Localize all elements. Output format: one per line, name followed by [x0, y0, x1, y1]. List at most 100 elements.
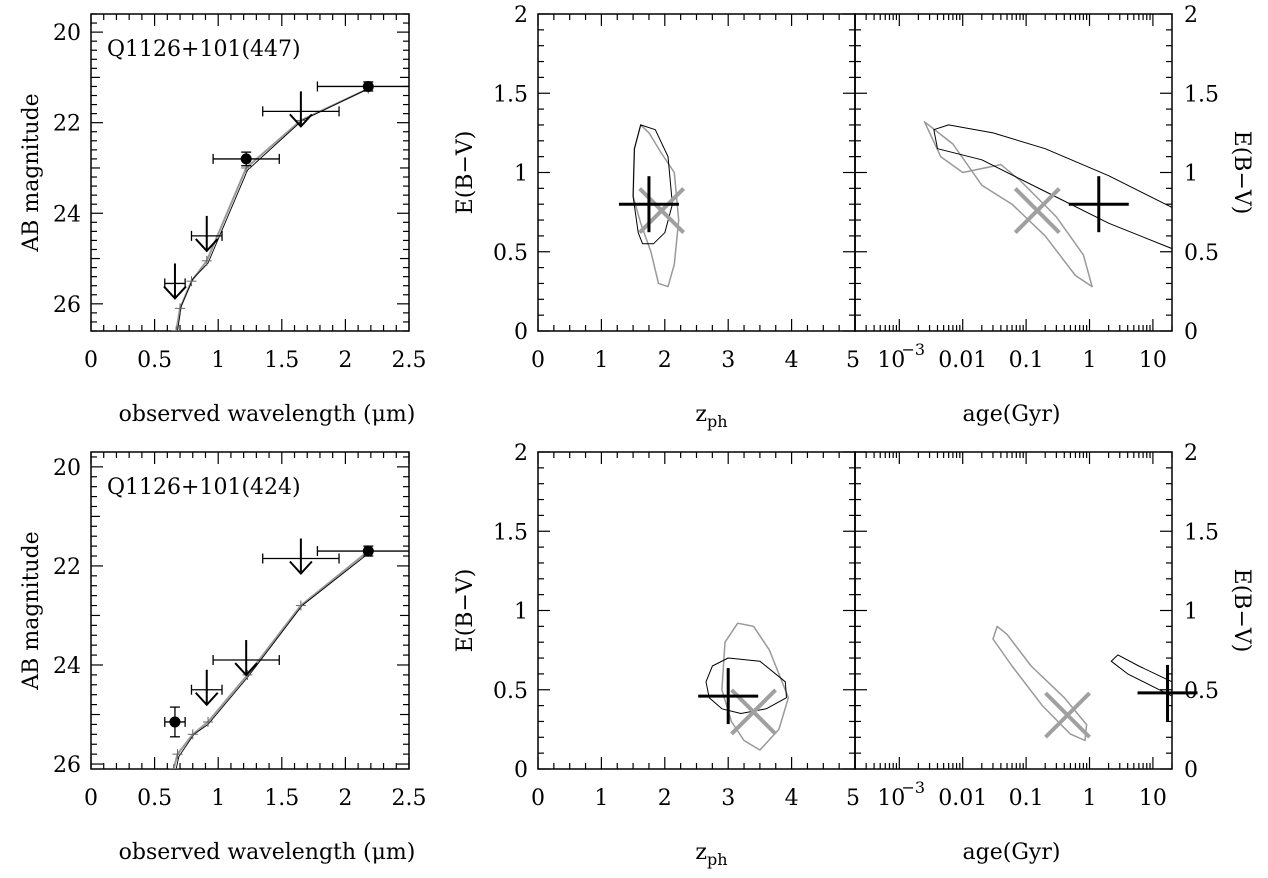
- plot-area: [705, 622, 790, 751]
- plot-area: [992, 625, 1172, 742]
- y-tick-label: 2: [514, 3, 528, 28]
- x-tick-label: 1.5: [264, 348, 299, 373]
- x-tick-label: 0.1: [1009, 348, 1044, 373]
- x-axis-label-subscript: ph: [707, 850, 728, 869]
- model-sed-black: [177, 88, 369, 331]
- y-tick-label: 0: [1184, 320, 1198, 345]
- plot-area: [164, 538, 409, 769]
- model-point: [171, 326, 182, 331]
- y-tick-label: 1: [514, 162, 528, 187]
- x-tick-label: 0: [531, 786, 545, 811]
- y-tick-label: 1.5: [493, 82, 528, 107]
- x-tick-label: 0.5: [137, 786, 172, 811]
- y-tick-label: 24: [53, 202, 81, 227]
- x-tick-exponent-text: −3: [902, 778, 926, 797]
- x-axis-label: zph: [695, 840, 727, 869]
- y-tick-label: 20: [53, 21, 81, 46]
- y-axis-label: AB magnitude: [19, 93, 44, 252]
- y-tick-label: 22: [53, 555, 81, 580]
- x-axis-label: observed wavelength (μm): [119, 402, 416, 427]
- upper-limit-arrow: [262, 538, 340, 575]
- upper-limit-arrow: [190, 215, 223, 253]
- model-point: [187, 729, 198, 740]
- y-tick-label: 0.5: [493, 241, 528, 266]
- x-axis-label: zph: [695, 402, 727, 431]
- y-tick-label: 1: [1184, 600, 1198, 625]
- x-tick-exponent: −3: [902, 340, 926, 359]
- x-tick-label: 10: [1139, 348, 1167, 373]
- y-tick-label: 1: [514, 600, 528, 625]
- detection-point: [316, 545, 409, 557]
- y-tick-label: 2: [1184, 441, 1198, 466]
- x-tick-label: 1: [211, 348, 225, 373]
- plot-frame: [854, 13, 1173, 332]
- best-fit-cross-black: [1068, 176, 1129, 233]
- y-tick-label: 26: [53, 293, 81, 318]
- ebv-z-bottom-panel: 0 1 2 3 4 5 zph 0 0.5 1 1.5 2 E(B−V): [453, 441, 860, 869]
- plot-frame: [537, 13, 856, 332]
- x-tick-label: 10: [1139, 786, 1167, 811]
- x-tick-label: 0: [84, 348, 98, 373]
- confidence-contour-black: [705, 657, 787, 714]
- ebv-z-top-panel: 0 1 2 3 4 5 zph 0 0.5 1 1.5 2 E(B−V): [453, 3, 860, 431]
- x-tick-label: 0.1: [1009, 786, 1044, 811]
- x-tick-label: 1: [594, 348, 608, 373]
- x-tick-label: 2.5: [392, 786, 427, 811]
- confidence-contour-black: [933, 124, 1172, 250]
- y-axis-label: AB magnitude: [19, 531, 44, 690]
- upper-limit-arrow: [190, 669, 223, 707]
- x-tick-label: 5: [846, 348, 860, 373]
- model-point: [172, 749, 183, 760]
- x-tick-label: 2: [658, 786, 672, 811]
- best-fit-cross-gray: [1013, 187, 1061, 234]
- plot-area: [632, 124, 686, 288]
- y-tick-label: 0.5: [1184, 679, 1219, 704]
- x-axis-label: observed wavelength (μm): [119, 840, 416, 865]
- y-axis-label: E(B−V): [1229, 131, 1254, 215]
- y-tick-label: 1: [1184, 162, 1198, 187]
- y-tick-label: 2: [514, 441, 528, 466]
- x-axis-label: age(Gyr): [963, 840, 1061, 865]
- best-fit-cross-gray: [638, 187, 686, 234]
- y-axis-label: E(B−V): [1229, 569, 1254, 653]
- y-axis-label: E(B−V): [453, 131, 478, 215]
- y-tick-label: 0: [1184, 758, 1198, 783]
- x-axis-label-subscript: ph: [707, 412, 728, 431]
- x-axis-label: age(Gyr): [963, 402, 1061, 427]
- x-tick-label: 10: [877, 786, 905, 811]
- confidence-contour-gray: [632, 124, 680, 288]
- x-tick-label: 2: [338, 348, 352, 373]
- x-tick-label: 1: [1083, 348, 1097, 373]
- y-tick-label: 0: [514, 320, 528, 345]
- x-tick-label: 0.01: [938, 786, 987, 811]
- x-tick-label: 0: [84, 786, 98, 811]
- upper-limit-arrow: [163, 263, 187, 300]
- x-tick-label: 1: [1083, 786, 1097, 811]
- x-tick-label: 3: [721, 348, 735, 373]
- confidence-contour-gray: [923, 121, 1093, 288]
- model-point: [201, 255, 212, 266]
- y-tick-label: 0.5: [493, 679, 528, 704]
- detection-point: [316, 80, 409, 92]
- model-sed-gray: [175, 87, 369, 331]
- x-tick-label: 4: [785, 348, 799, 373]
- y-tick-label: 1.5: [493, 520, 528, 545]
- x-tick-label: 2: [658, 348, 672, 373]
- detection-point: [164, 706, 186, 738]
- x-tick-label: 10: [877, 348, 905, 373]
- x-tick-label: 2: [338, 786, 352, 811]
- sed-bottom-panel: 0 0.5 1 1.5 2 2.5 20 22 24 26 observed wavelength …: [19, 451, 427, 865]
- x-tick-label: 4: [785, 786, 799, 811]
- plot-area: [923, 121, 1172, 288]
- confidence-contour-black: [1110, 654, 1172, 697]
- y-tick-label: 1.5: [1184, 82, 1219, 107]
- upper-limit-arrow: [262, 91, 340, 128]
- model-point: [203, 716, 214, 727]
- x-tick-label: 1.5: [264, 786, 299, 811]
- model-point: [186, 276, 197, 287]
- model-point: [295, 600, 306, 611]
- y-tick-label: 26: [53, 753, 81, 778]
